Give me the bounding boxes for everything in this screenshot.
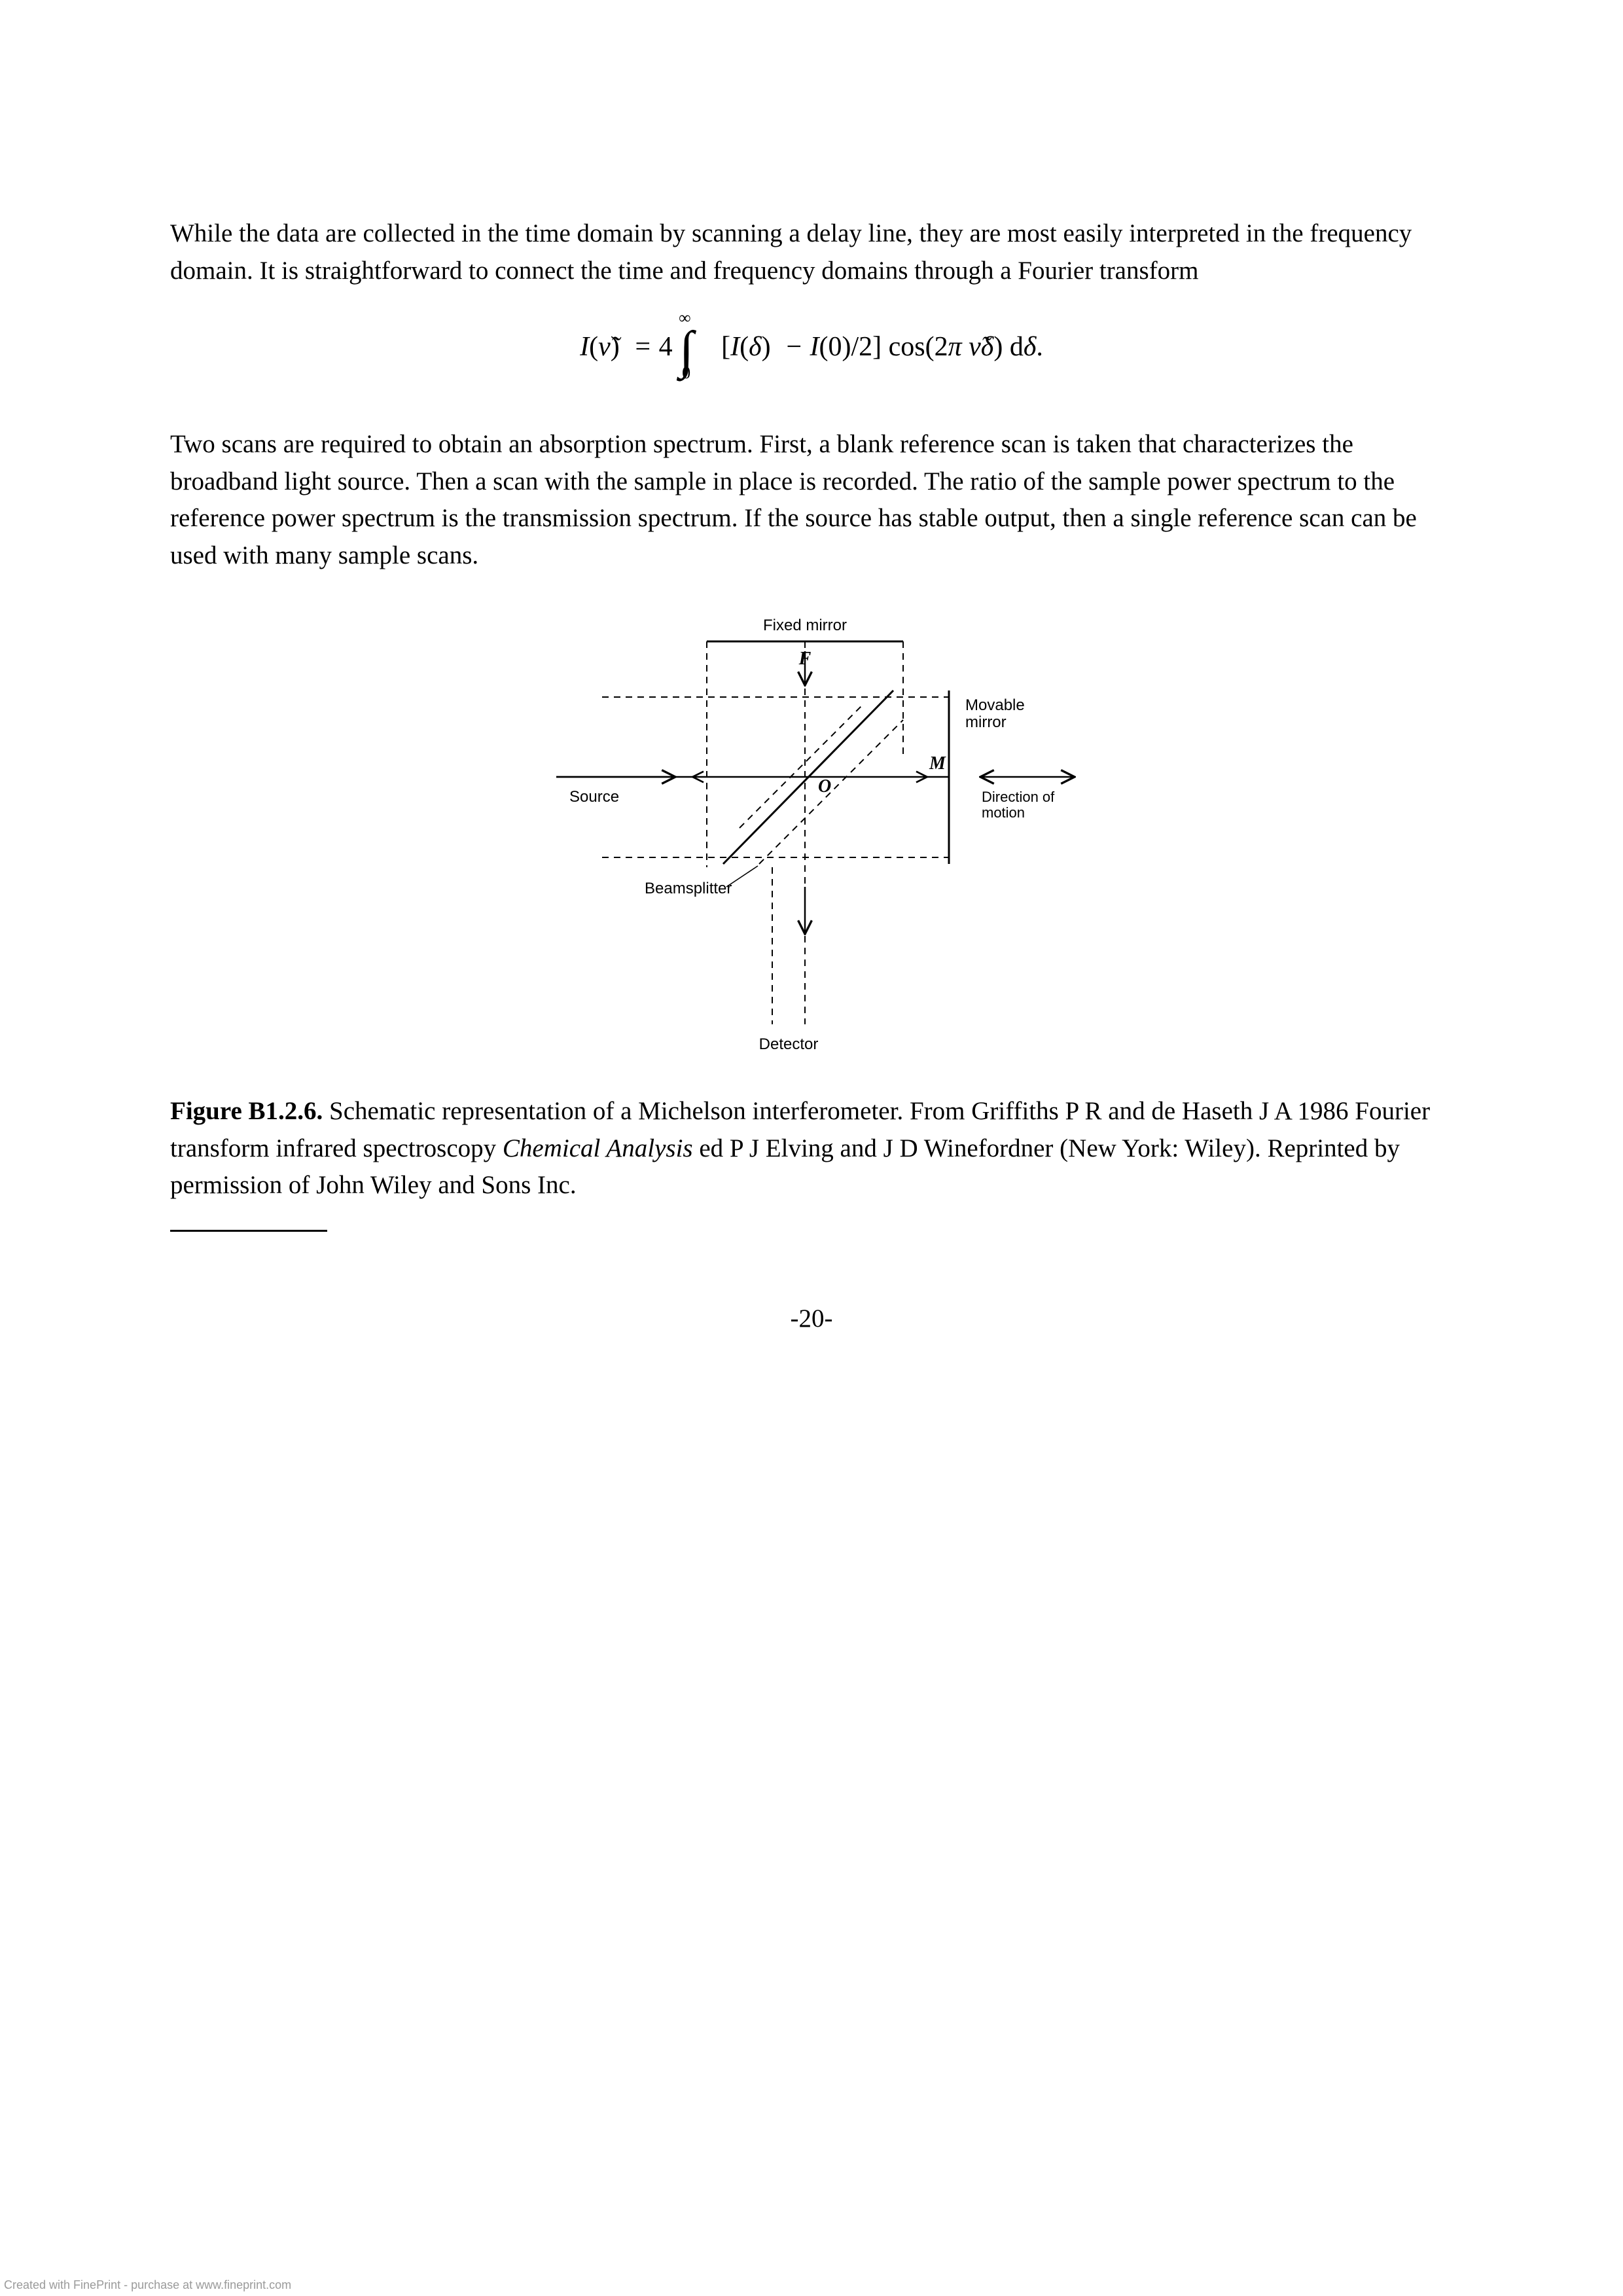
content-column: While the data are collected in the time… [170,190,1453,1333]
label-movable-mirror-1: Movable [965,696,1025,714]
label-M: M [929,753,946,774]
label-direction-1: Direction of [982,789,1055,805]
label-detector: Detector [759,1035,819,1053]
page: While the data are collected in the time… [0,0,1623,2296]
figure-caption-bold: Figure B1.2.6. [170,1097,323,1125]
figure-wrap: Fixed mirror F Movable mirror O [170,605,1453,1067]
label-source: Source [569,788,619,806]
equation-fourier: I(ν̃) = 4 ∫0∞ [I(δ) − I(0)/2] cos(2π ν̃δ… [170,321,1453,380]
label-movable-mirror-2: mirror [965,713,1007,731]
figure-caption-italic: Chemical Analysis [503,1134,693,1162]
paragraph-1: While the data are collected in the time… [170,215,1453,289]
label-beamsplitter: Beamsplitter [645,880,732,897]
label-direction-2: motion [982,804,1025,821]
label-fixed-mirror: Fixed mirror [763,617,847,634]
figure-michelson-diagram: Fixed mirror F Movable mirror O [497,605,1126,1064]
label-O: O [818,776,831,797]
figure-caption: Figure B1.2.6. Schematic representation … [170,1093,1453,1204]
footer-watermark: Created with FinePrint - purchase at www… [4,2278,291,2292]
paragraph-2: Two scans are required to obtain an abso… [170,426,1453,574]
page-number: -20- [170,1304,1453,1333]
horizontal-rule [170,1230,327,1232]
